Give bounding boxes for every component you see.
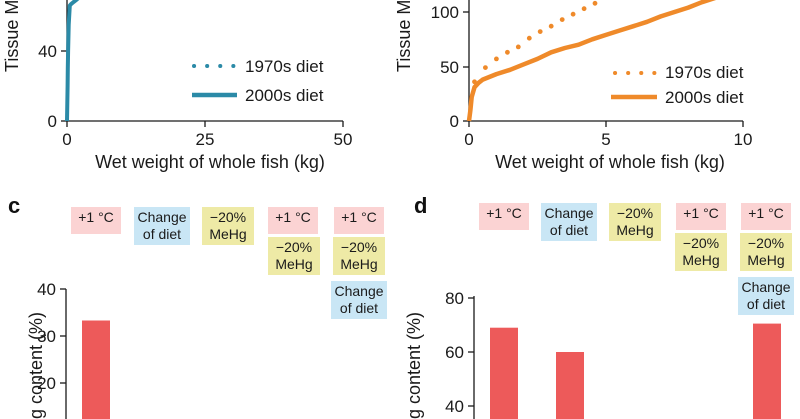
panel-b-xtick-label-0: 0	[464, 130, 473, 149]
panel-b-ylabel: Tissue M	[394, 0, 414, 72]
panel-d-box-combo2-temp-text: +1 °C	[748, 205, 784, 221]
panel-d-box-combo2-temp: +1 °C	[741, 203, 791, 230]
panel-c-box-combo2-diet-line2: of diet	[339, 300, 379, 316]
panel-c-letter: c	[8, 193, 20, 218]
panel-d-box-diet-line2: of diet	[549, 222, 589, 238]
panel-d-box-combo1-hg-line1: −20%	[682, 235, 720, 251]
panel-d-ytick-label-80: 80	[445, 289, 464, 308]
panel-d-bar-temp	[490, 327, 518, 419]
panel-c-box-combo1-hg-line2: MeHg	[275, 256, 313, 272]
panel-b-1970s-point	[494, 56, 499, 62]
panel-c-box-temp: +1 °C	[71, 207, 121, 234]
panel-c-box-diet-line2: of diet	[142, 226, 182, 242]
panel-b-1970s-point	[548, 23, 554, 29]
panel-d-box-combo2-hg-line1: −20%	[747, 235, 785, 251]
panel-d-box-combo1-hg: −20% MeHg	[675, 233, 727, 271]
panel-d-box-combo2-diet-line1: Change	[741, 279, 791, 295]
panel-c-box-combo2-temp-text: +1 °C	[341, 209, 377, 225]
panel-b-xtick-label-10: 10	[734, 130, 753, 149]
panel-c-box-combo2-hg-line2: MeHg	[340, 256, 378, 272]
panel-b-legend-1970s: 1970s diet	[665, 63, 744, 82]
panel-c-ytick-label-20: 20	[37, 374, 56, 393]
panel-c-ytick-label-30: 30	[37, 327, 56, 346]
panel-c-box-combo2-diet: Change of diet	[331, 281, 387, 319]
panel-a-series-2000s	[65, 0, 80, 122]
panel-b-xlabel: Wet weight of whole fish (kg)	[495, 152, 725, 172]
panel-d-ytick-label-60: 60	[445, 343, 464, 362]
panel-d-box-diet-line1: Change	[544, 205, 594, 221]
panel-b-series-1970s	[472, 0, 598, 85]
panel-d-box-hg-line2: MeHg	[616, 222, 654, 238]
panel-a-ylabel: Tissue M	[2, 0, 22, 72]
panel-c-ytick-label-40: 40	[37, 280, 56, 299]
panel-d-bar-combined-all	[753, 323, 781, 419]
panel-d-box-hg: −20% MeHg	[609, 203, 661, 241]
panel-d-ytick-label-40: 40	[445, 397, 464, 416]
panel-d-box-combo2-diet: Change of diet	[738, 277, 794, 315]
panel-c-box-combo1-hg: −20% MeHg	[268, 237, 320, 275]
panel-c-box-combo1-temp-text: +1 °C	[275, 209, 311, 225]
panel-a-legend-2000s: 2000s diet	[245, 86, 324, 105]
panel-c: c g content (%) 40 30 20	[8, 193, 110, 419]
panel-c-box-combo2-hg-line1: −20%	[340, 239, 378, 255]
panel-c-bar-temp	[82, 320, 110, 419]
panel-d-box-combo1-temp-text: +1 °C	[683, 205, 719, 221]
panel-d-box-diet: Change of diet	[541, 203, 597, 241]
panel-c-box-combo2-temp: +1 °C	[334, 207, 384, 234]
panel-c-ylabel: g content (%)	[26, 312, 46, 419]
panel-a-ytick-label-40: 40	[38, 42, 57, 61]
panel-a-xlabel: Wet weight of whole fish (kg)	[95, 152, 325, 172]
panel-b-series-2000s	[466, 0, 717, 122]
panel-b-ytick-label-100: 100	[431, 3, 459, 22]
panel-c-box-combo1-temp: +1 °C	[268, 207, 318, 234]
panel-c-box-combo1-hg-line1: −20%	[275, 239, 313, 255]
panel-a-ytick-label-0: 0	[48, 112, 57, 131]
panel-d-box-hg-line1: −20%	[616, 205, 654, 221]
panel-a: Tissue M 0 40 0 25 50 Wet weight of whol…	[2, 0, 352, 172]
panel-b-1970s-point	[515, 44, 521, 50]
panel-c-box-hg-line2: MeHg	[209, 226, 247, 242]
panel-b-ytick-label-0: 0	[450, 112, 459, 131]
panel-c-box-diet: Change of diet	[134, 207, 190, 245]
panel-c-box-diet-line1: Change	[137, 209, 187, 225]
panel-d-box-combo2-diet-line2: of diet	[746, 296, 786, 312]
panel-d-bar-diet	[556, 352, 584, 419]
panel-a-xtick-label-50: 50	[334, 130, 353, 149]
panel-c-box-combo2-hg: −20% MeHg	[333, 237, 385, 275]
panel-d-ylabel: g content (%)	[404, 312, 424, 419]
panel-a-legend-1970s: 1970s diet	[245, 57, 324, 76]
panel-b-1970s-point	[526, 35, 532, 41]
panel-a-xtick-label-0: 0	[62, 130, 71, 149]
panel-c-box-hg-line1: −20%	[209, 209, 247, 225]
panel-d-box-combo1-temp: +1 °C	[676, 203, 726, 230]
panel-d: d g content (%) 80 60 40	[404, 193, 781, 419]
panel-d-box-combo2-hg-line2: MeHg	[747, 252, 785, 268]
panel-d-box-combo2-hg: −20% MeHg	[740, 233, 792, 271]
panel-c-box-hg: −20% MeHg	[202, 207, 254, 245]
panel-b-1970s-point	[570, 11, 576, 17]
panel-b-1970s-point	[559, 17, 565, 22]
panel-b-xtick-label-5: 5	[601, 130, 610, 149]
panel-b-1970s-point	[505, 49, 510, 55]
panel-d-box-temp: +1 °C	[479, 203, 529, 230]
panel-b: Tissue M 0 50 100 0 5 10 Wet weight of w…	[394, 0, 752, 172]
panel-b-1970s-point	[537, 29, 543, 34]
panel-c-box-temp-text: +1 °C	[78, 209, 114, 225]
panel-a-xtick-label-25: 25	[196, 130, 215, 149]
panel-b-1970s-point	[592, 0, 598, 6]
panel-b-1970s-point	[581, 6, 587, 12]
panel-d-box-temp-text: +1 °C	[486, 205, 522, 221]
panel-c-box-combo2-diet-line1: Change	[334, 283, 384, 299]
panel-d-box-combo1-hg-line2: MeHg	[682, 252, 720, 268]
panel-b-legend-2000s: 2000s diet	[665, 88, 744, 107]
panel-b-ytick-label-50: 50	[440, 58, 459, 77]
panel-b-1970s-point	[483, 65, 488, 70]
panel-d-letter: d	[414, 193, 427, 218]
